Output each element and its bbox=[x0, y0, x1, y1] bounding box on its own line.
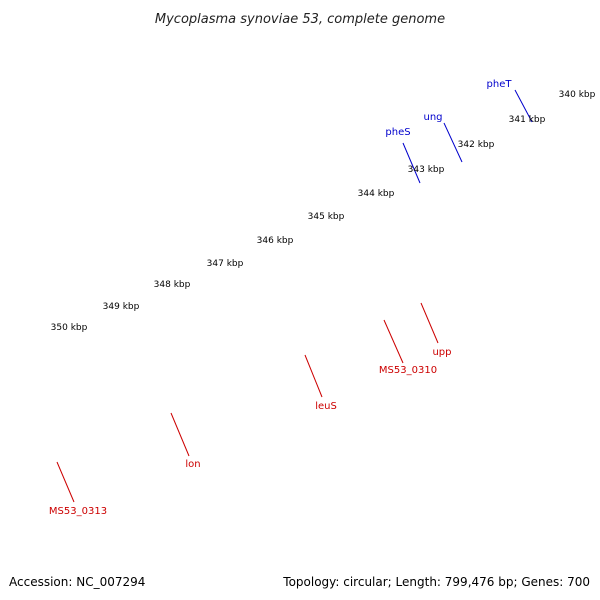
kbp-label: 341 kbp bbox=[509, 115, 546, 125]
kbp-label: 343 kbp bbox=[408, 165, 445, 175]
gene-label-phes[interactable]: pheS bbox=[385, 127, 410, 138]
gene-labels: pheT ung pheS upp MS53_0310 leuS lon MS53_0313 bbox=[49, 79, 512, 517]
kbp-label: 349 kbp bbox=[103, 302, 140, 312]
leader-lines bbox=[56, 89, 533, 503]
genome-details-text: Topology: circular; Length: 799,476 bp; … bbox=[282, 575, 590, 589]
gene-label-lon[interactable]: lon bbox=[185, 459, 200, 470]
leader-line bbox=[170, 412, 190, 457]
gene-label-upp[interactable]: upp bbox=[432, 347, 451, 358]
leader-line bbox=[420, 302, 439, 344]
kbp-label: 347 kbp bbox=[207, 259, 244, 269]
leader-line bbox=[402, 142, 421, 184]
gene-label-ung[interactable]: ung bbox=[423, 112, 442, 123]
kbp-label: 348 kbp bbox=[154, 280, 191, 290]
accession-text: Accession: NC_007294 bbox=[9, 575, 145, 589]
gene-label-ms53-0313[interactable]: MS53_0313 bbox=[49, 506, 107, 517]
kbp-label: 344 kbp bbox=[358, 189, 395, 199]
kbp-label: 346 kbp bbox=[257, 236, 294, 246]
map-title: Mycoplasma synoviae 53, complete genome bbox=[155, 12, 445, 27]
kbp-labels: 340 kbp 341 kbp 342 kbp 343 kbp 344 kbp 345 k… bbox=[51, 90, 596, 333]
gene-label-phet[interactable]: pheT bbox=[487, 79, 513, 90]
gene-label-ms53-0310[interactable]: MS53_0310 bbox=[379, 365, 437, 376]
gene-label-leus[interactable]: leuS bbox=[315, 401, 337, 412]
kbp-label: 350 kbp bbox=[51, 323, 88, 333]
kbp-label: 345 kbp bbox=[308, 212, 345, 222]
leader-line bbox=[56, 461, 75, 503]
kbp-label: 340 kbp bbox=[559, 90, 596, 100]
leader-line bbox=[443, 122, 463, 163]
kbp-label: 342 kbp bbox=[458, 140, 495, 150]
leader-line bbox=[514, 89, 533, 123]
leader-line bbox=[383, 319, 404, 364]
leader-line bbox=[304, 354, 323, 398]
